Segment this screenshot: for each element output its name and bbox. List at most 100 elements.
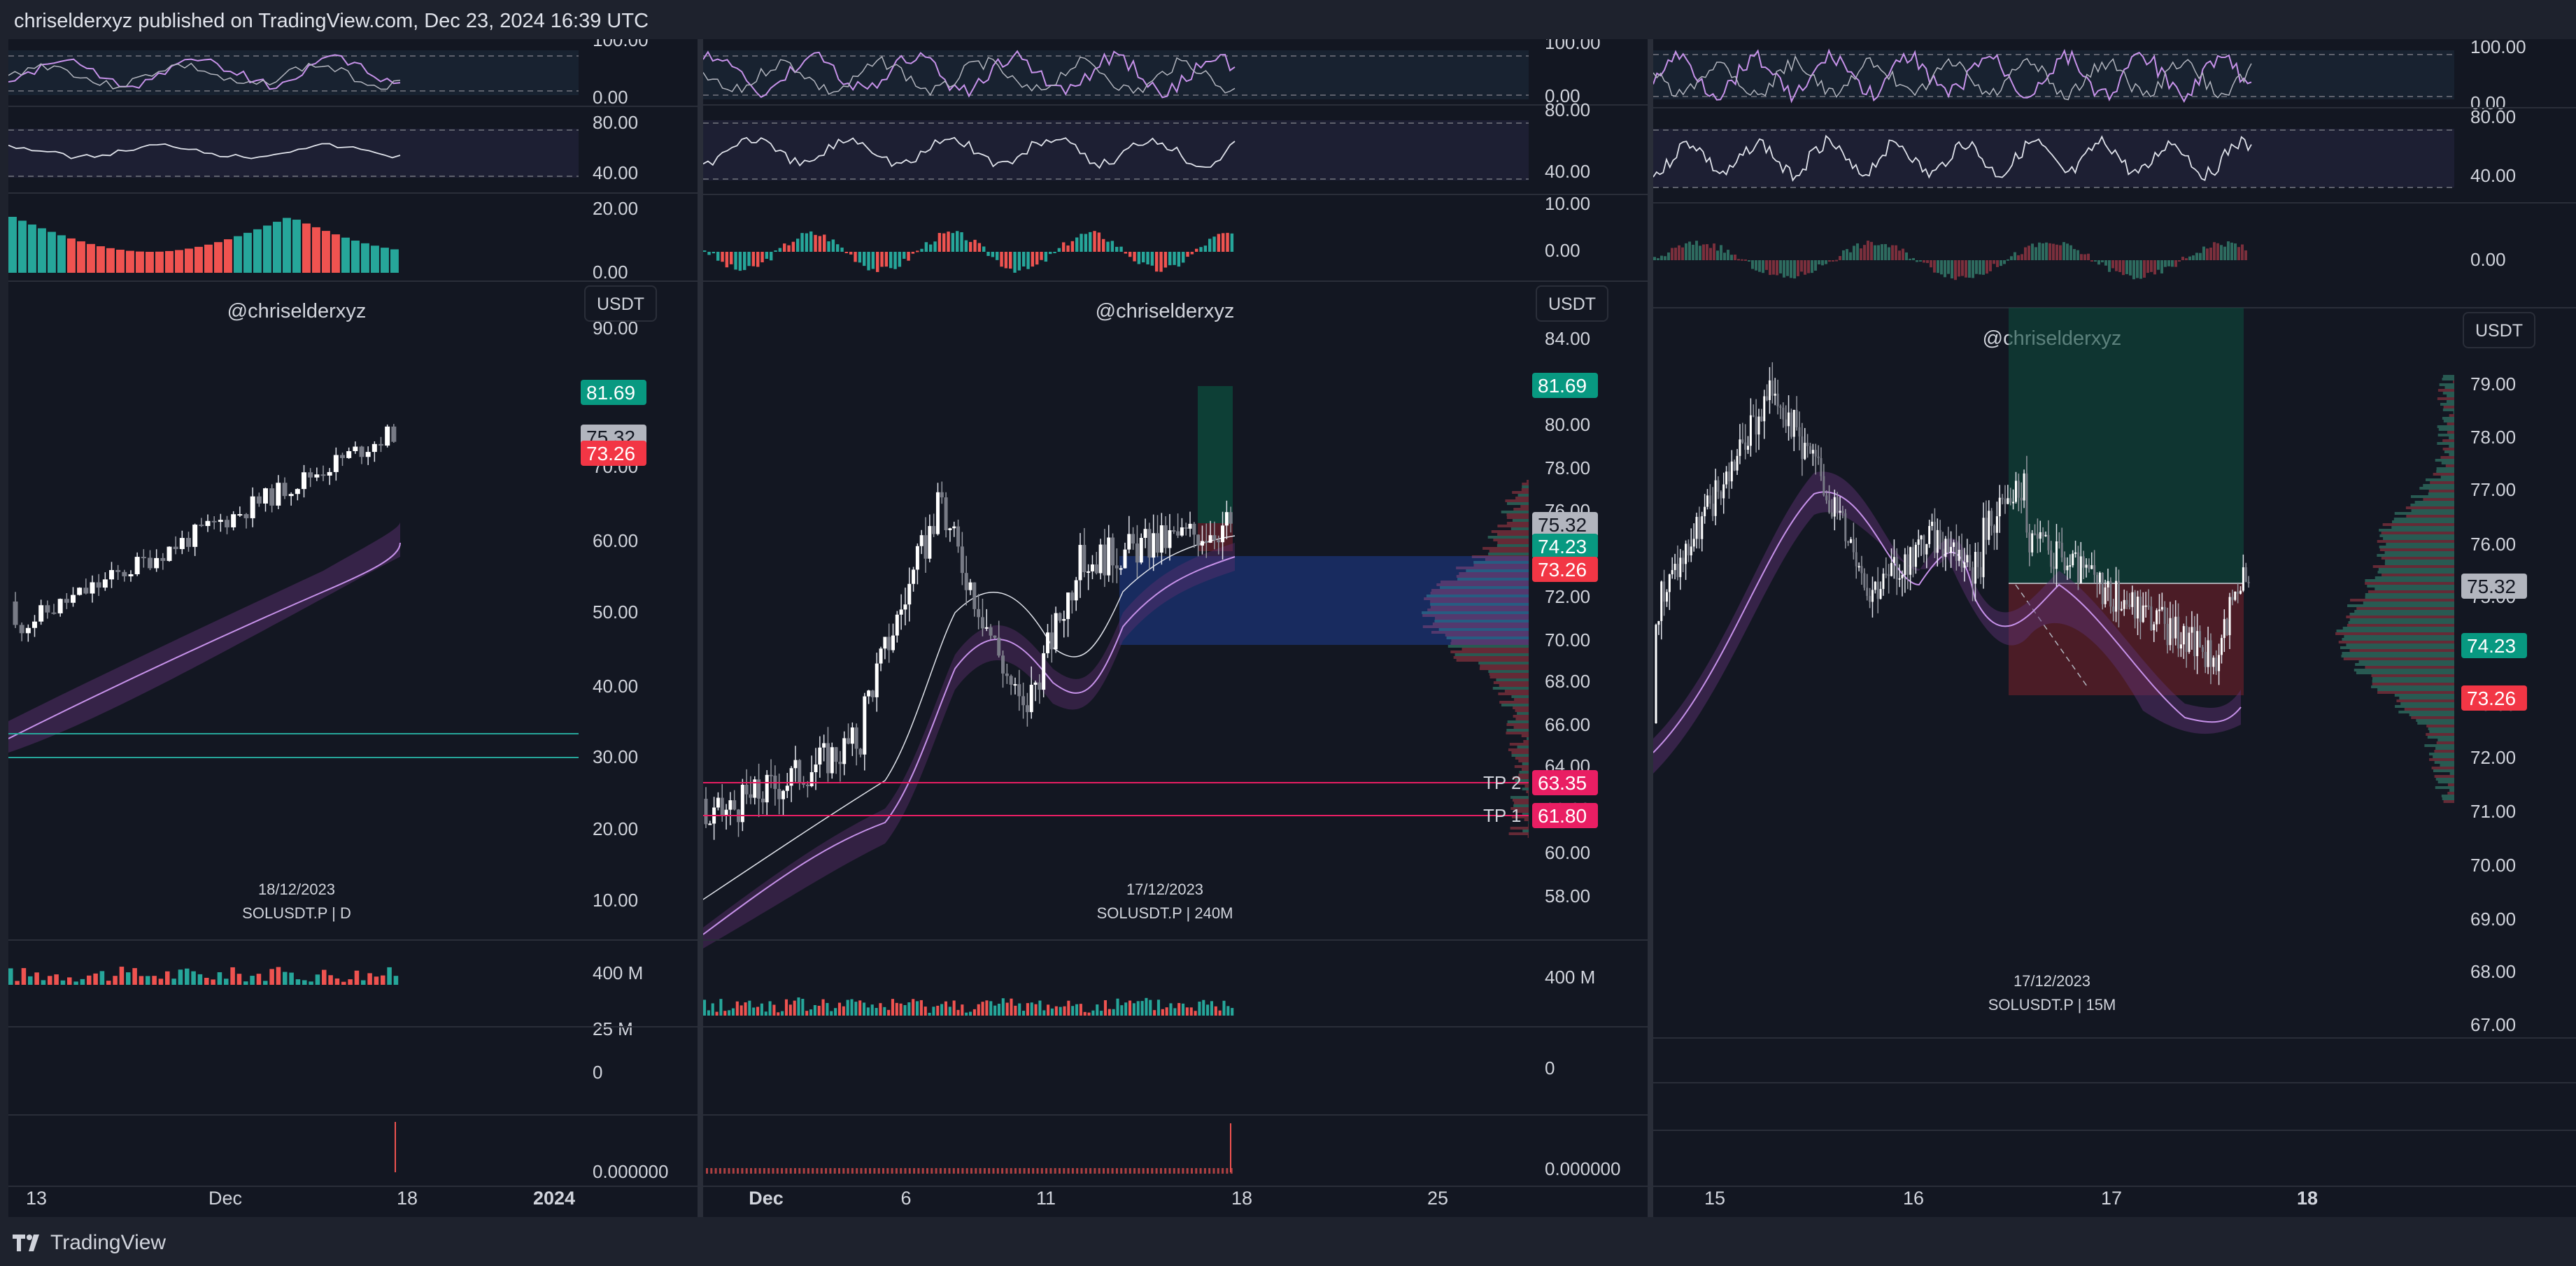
tradingview-logo[interactable]: TradingView: [13, 1229, 166, 1257]
candle: [308, 472, 313, 478]
macd-histogram-bar: [1692, 244, 1694, 260]
bottom-indicator-bar: [952, 1168, 955, 1174]
macd-histogram-bar: [2143, 260, 2146, 278]
chart-canvas-daily[interactable]: 100.00 0.00 80.00 40.00 20.00 0.00 @chriselder…: [8, 39, 698, 1217]
volume-bar: [707, 1010, 710, 1016]
candle: [2139, 596, 2142, 623]
macd-histogram-bar: [224, 239, 232, 273]
candle: [863, 696, 867, 755]
volume-profile-bar: [2367, 585, 2454, 588]
volume-bar: [715, 1011, 719, 1016]
volume-profile-bar: [1527, 480, 1529, 483]
candle: [1687, 543, 1690, 556]
chart-canvas-15m[interactable]: 100.000.0080.0040.000.00@chriselderxyz79…: [1653, 39, 2576, 1217]
volume-profile-bar: [1432, 623, 1529, 625]
candle: [1923, 535, 1925, 555]
volume-profile-bar: [2365, 579, 2454, 582]
macd-histogram-bar: [1793, 260, 1796, 279]
volume-profile-bar: [2404, 708, 2454, 711]
volume-bar: [731, 1008, 735, 1016]
volume-profile-bar: [2442, 408, 2454, 411]
candle: [2225, 619, 2228, 636]
bottom-indicator-bar: [710, 1168, 713, 1174]
volume-bar: [777, 1012, 780, 1016]
chart-canvas-4h[interactable]: 100.000.0080.0040.0010.000.00@chriselder…: [703, 39, 1648, 1217]
volume-profile-bar: [2338, 641, 2454, 643]
candle: [2123, 599, 2125, 609]
macd-histogram-bar: [1744, 259, 1747, 261]
candle: [879, 648, 883, 664]
bottom-indicator-bar: [1226, 1168, 1229, 1174]
volume-bar: [224, 979, 229, 985]
macd-histogram-bar: [947, 232, 950, 252]
volume-bar: [139, 976, 144, 985]
volume-profile-bar: [2447, 394, 2454, 397]
panel-divider[interactable]: [1648, 39, 1653, 1217]
macd-histogram-bar: [1881, 244, 1883, 260]
chart-panel-15m[interactable]: 100.000.0080.0040.000.00@chriselderxyz79…: [1653, 39, 2576, 1217]
bottom-indicator-bar: [1063, 1168, 1066, 1174]
volume-profile-bar: [2426, 725, 2454, 727]
macd-histogram-bar: [1182, 252, 1185, 263]
macd-histogram-bar: [1748, 260, 1750, 262]
candle: [1090, 564, 1094, 571]
volume-profile-bar: [2437, 425, 2454, 428]
volume-bar: [863, 1002, 866, 1016]
volume-bar: [250, 976, 255, 985]
macd-histogram-bar: [907, 252, 910, 261]
volume-profile-bar: [2381, 532, 2454, 534]
candle: [1976, 551, 1979, 567]
volume-bar: [879, 1003, 882, 1016]
candle: [1001, 655, 1005, 674]
candle: [733, 800, 737, 810]
currency-selector[interactable]: USDT: [584, 285, 658, 322]
macd-histogram-bar: [1842, 250, 1845, 260]
volume-profile-bar: [2342, 627, 2454, 630]
candle: [1804, 443, 1806, 460]
volume-profile-bar: [1513, 804, 1529, 807]
panel-divider[interactable]: [698, 39, 703, 1217]
macd-histogram-bar: [964, 240, 968, 252]
volume-profile-bar: [2435, 747, 2454, 750]
candle: [1094, 564, 1098, 574]
candle: [1673, 564, 1676, 570]
macd-histogram-bar: [1695, 241, 1698, 260]
volume-profile-bar: [2363, 602, 2454, 604]
macd-histogram-bar: [2164, 260, 2167, 267]
bottom-indicator-bar: [935, 1168, 937, 1174]
volume-profile-bar: [2381, 557, 2454, 560]
candle: [1131, 534, 1135, 544]
candle: [944, 497, 948, 531]
volume-bar: [956, 1009, 960, 1016]
chart-panel-4h[interactable]: 100.00 0.00 80.00 40.00 10.00 0.00 @chriselder…: [703, 39, 1648, 1217]
publish-header-text: chriselderxyz published on TradingView.c…: [14, 10, 649, 32]
candle: [1224, 512, 1229, 526]
candle: [1730, 461, 1733, 482]
candle: [1685, 543, 1687, 564]
candle: [2017, 481, 2020, 498]
macd-histogram-bar: [116, 249, 125, 273]
candle: [2036, 534, 2039, 539]
macd-histogram-bar: [2227, 241, 2230, 260]
macd-histogram-bar: [951, 233, 955, 252]
candle: [199, 525, 204, 527]
volume-profile-bar: [1517, 494, 1529, 497]
macd-histogram-bar: [2021, 254, 2023, 260]
macd-histogram-bar: [1186, 252, 1189, 257]
price-axis-tick: 30.00: [593, 746, 638, 767]
macd-histogram-bar: [1898, 250, 1901, 260]
candle: [2177, 616, 2180, 649]
macd-histogram-bar: [1177, 252, 1181, 267]
volume-profile-bar: [2368, 590, 2454, 593]
chart-panel-daily[interactable]: 100.00 0.00 80.00 40.00 20.00 0.00 @chriselder…: [8, 39, 698, 1217]
currency-selector[interactable]: USDT: [1536, 285, 1609, 322]
currency-selector[interactable]: USDT: [2463, 312, 2536, 348]
volume-bar: [969, 1011, 972, 1016]
candle: [1107, 537, 1111, 576]
candle: [1119, 568, 1123, 570]
stoch-axis-tick: 0.00: [593, 87, 628, 108]
volume-profile-bar: [2372, 680, 2454, 683]
macd-histogram-bar: [2014, 252, 2016, 260]
candle: [2142, 605, 2144, 623]
bottom-indicator-bar: [877, 1168, 880, 1174]
